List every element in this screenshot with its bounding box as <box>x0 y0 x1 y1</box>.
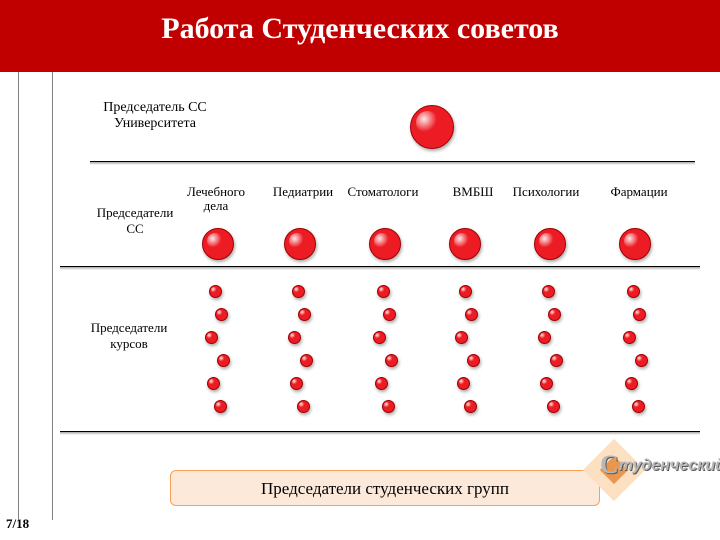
row3-ball-2-2 <box>373 331 386 344</box>
row3-ball-3-4 <box>457 377 470 390</box>
row3-ball-0-5 <box>214 400 227 413</box>
separator-line-1 <box>60 265 700 273</box>
row3-ball-1-4 <box>290 377 303 390</box>
row3-ball-2-4 <box>375 377 388 390</box>
page-number: 7/18 <box>6 516 29 532</box>
row2-ball-5 <box>619 228 651 260</box>
column-label-4: Психологии <box>505 185 587 199</box>
row3-ball-3-0 <box>459 285 472 298</box>
slide-title: Работа Студенческих советов <box>0 12 720 46</box>
row3-ball-4-4 <box>540 377 553 390</box>
separator-line-2 <box>60 430 700 438</box>
row3-ball-0-4 <box>207 377 220 390</box>
row3-ball-5-5 <box>632 400 645 413</box>
row3-ball-4-3 <box>550 354 563 367</box>
row3-ball-4-0 <box>542 285 555 298</box>
logo-initial: С <box>600 450 619 479</box>
column-label-0: Лечебного дела <box>175 185 257 212</box>
row2-ball-2 <box>369 228 401 260</box>
row3-label: Председатели курсов <box>74 320 184 352</box>
row3-ball-1-0 <box>292 285 305 298</box>
row3-ball-5-2 <box>623 331 636 344</box>
row3-ball-1-1 <box>298 308 311 321</box>
row3-ball-2-5 <box>382 400 395 413</box>
row3-ball-3-5 <box>464 400 477 413</box>
row3-ball-5-3 <box>635 354 648 367</box>
row2-ball-4 <box>534 228 566 260</box>
column-label-5: Фармации <box>598 185 680 199</box>
column-label-2: Стоматологи <box>342 185 424 199</box>
row2-ball-0 <box>202 228 234 260</box>
row3-ball-4-1 <box>548 308 561 321</box>
row1-ball <box>410 105 454 149</box>
row3-ball-2-1 <box>383 308 396 321</box>
column-label-3: ВМБШ <box>432 185 514 199</box>
row1-label: Председатель СС Университета <box>80 100 230 132</box>
row2-label: Председатели СС <box>80 205 190 237</box>
row3-ball-0-3 <box>217 354 230 367</box>
row3-ball-5-4 <box>625 377 638 390</box>
column-label-1: Педиатрии <box>262 185 344 199</box>
row3-ball-1-2 <box>288 331 301 344</box>
row2-ball-1 <box>284 228 316 260</box>
row3-ball-0-2 <box>205 331 218 344</box>
row3-ball-0-0 <box>209 285 222 298</box>
row3-ball-2-3 <box>385 354 398 367</box>
row3-ball-1-5 <box>297 400 310 413</box>
row3-ball-4-5 <box>547 400 560 413</box>
separator-line-0 <box>90 160 695 168</box>
row3-ball-3-3 <box>467 354 480 367</box>
row3-ball-5-0 <box>627 285 640 298</box>
row3-ball-3-1 <box>465 308 478 321</box>
row3-ball-0-1 <box>215 308 228 321</box>
vline-left <box>18 72 19 520</box>
row3-ball-1-3 <box>300 354 313 367</box>
row3-ball-3-2 <box>455 331 468 344</box>
bottom-box: Председатели студенческих групп <box>170 470 600 506</box>
row3-ball-4-2 <box>538 331 551 344</box>
logo-text: Студенческий <box>600 450 720 480</box>
vline-right <box>52 72 53 520</box>
row3-ball-2-0 <box>377 285 390 298</box>
row2-ball-3 <box>449 228 481 260</box>
row3-ball-5-1 <box>633 308 646 321</box>
